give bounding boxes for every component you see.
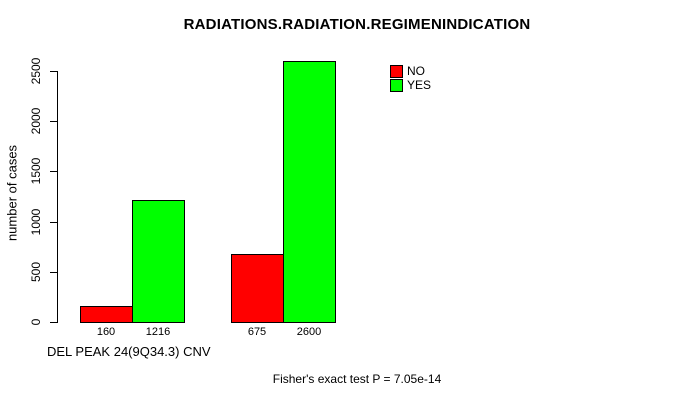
chart-title: RADIATIONS.RADIATION.REGIMENINDICATION xyxy=(183,16,531,33)
y-tick xyxy=(50,171,57,172)
y-tick-label: 1500 xyxy=(29,157,43,185)
y-tick-label: 2500 xyxy=(29,57,43,85)
y-tick xyxy=(50,272,57,273)
bar-value-label: 160 xyxy=(96,326,116,338)
x-axis-label: DEL PEAK 24(9Q34.3) CNV xyxy=(47,344,211,359)
y-tick-label: 1000 xyxy=(29,208,43,236)
legend: NO YES xyxy=(390,64,431,92)
y-tick xyxy=(50,222,57,223)
y-tick xyxy=(50,121,57,122)
legend-swatch-no-icon xyxy=(390,64,403,78)
bar-value-label: 1216 xyxy=(145,326,171,338)
y-axis-label: number of cases xyxy=(4,144,20,242)
bar-value-label: 2600 xyxy=(296,326,322,338)
y-tick xyxy=(50,322,57,323)
y-tick-label: 2000 xyxy=(29,107,43,135)
stat-annotation: Fisher's exact test P = 7.05e-14 xyxy=(272,372,442,386)
bar-no-group2 xyxy=(231,254,284,323)
legend-label-no: NO xyxy=(407,64,425,78)
bar-yes-group1 xyxy=(132,200,185,323)
y-tick xyxy=(50,71,57,72)
y-axis-line xyxy=(57,71,58,323)
legend-item-yes: YES xyxy=(390,78,431,92)
y-tick-label: 0 xyxy=(29,318,43,326)
legend-swatch-yes-icon xyxy=(390,78,403,92)
y-tick-label: 500 xyxy=(29,261,43,283)
legend-label-yes: YES xyxy=(407,78,432,92)
legend-item-no: NO xyxy=(390,64,431,78)
bar-yes-group2 xyxy=(283,61,336,323)
bar-value-label: 675 xyxy=(247,326,267,338)
bar-no-group1 xyxy=(80,306,133,323)
